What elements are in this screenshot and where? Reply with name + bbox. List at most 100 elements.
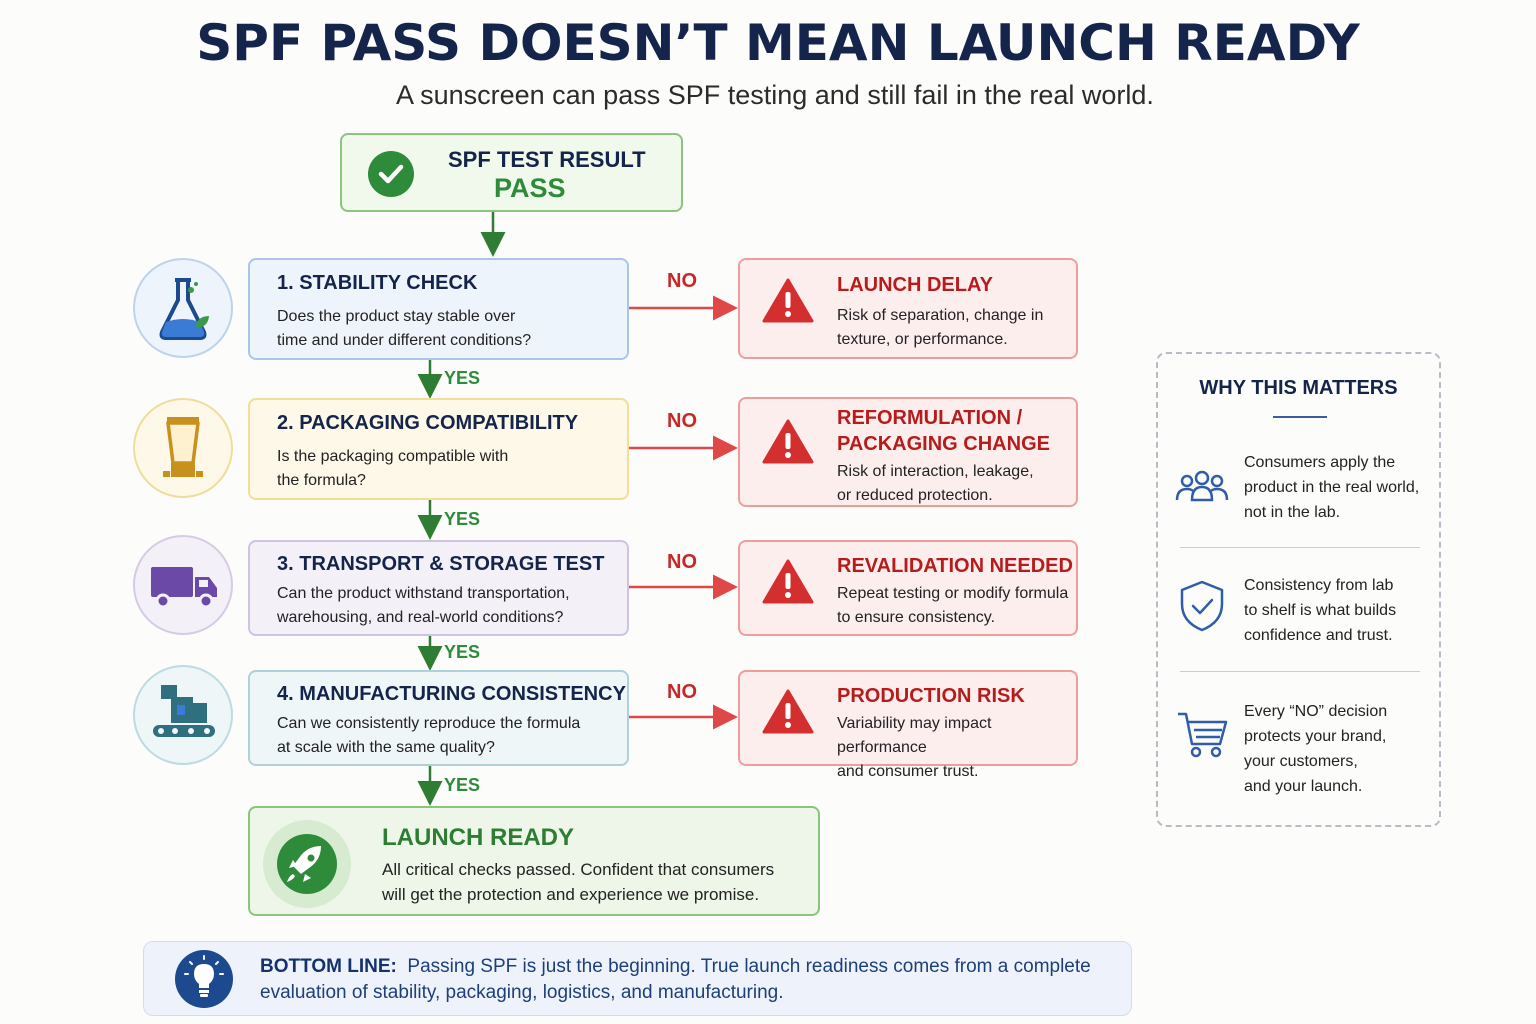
why-item-1-line-1: Consumers apply the <box>1244 454 1396 471</box>
step-1-title: 1. STABILITY CHECK <box>277 272 478 294</box>
step-3-icon-circle <box>133 535 233 635</box>
yes-label-step-3: YES <box>444 642 481 662</box>
test-result-value: PASS <box>494 173 566 203</box>
step-1-description: Does the product stay stable over time a… <box>277 305 617 353</box>
outcome-2-title-line-2: PACKAGING CHANGE <box>837 433 1050 455</box>
step-2-icon-circle <box>133 398 233 498</box>
outcome-1-description: Risk of separation, change in texture, o… <box>837 304 1073 352</box>
step-1-desc-line-1: Does the product stay stable over <box>277 308 516 325</box>
outcome-2-desc-line-2: or reduced protection. <box>837 487 993 504</box>
outcome-launch-delay: LAUNCH DELAY Risk of separation, change … <box>738 258 1078 359</box>
why-item-1-line-3: not in the lab. <box>1244 504 1341 521</box>
step-3-title: 3. TRANSPORT & STORAGE TEST <box>277 553 605 575</box>
step-1-desc-line-2: time and under different conditions? <box>277 332 532 349</box>
no-label-step-1: NO <box>667 270 697 292</box>
flask-icon <box>159 278 209 340</box>
step-4-desc-line-1: Can we consistently reproduce the formul… <box>277 715 581 732</box>
bottom-line-text-line-1: Passing SPF is just the beginning. True … <box>407 956 1091 977</box>
step-4-manufacturing-consistency: 4. MANUFACTURING CONSISTENCY Can we cons… <box>248 670 629 766</box>
step-4-icon-circle <box>133 665 233 765</box>
step-1-stability-check: 1. STABILITY CHECK Does the product stay… <box>248 258 629 360</box>
why-item-2-line-3: confidence and trust. <box>1244 627 1393 644</box>
outcome-3-desc-line-1: Repeat testing or modify formula <box>837 585 1069 602</box>
rocket-icon-circle <box>263 820 351 908</box>
why-divider-1 <box>1180 547 1420 548</box>
step-3-transport-storage-test: 3. TRANSPORT & STORAGE TEST Can the prod… <box>248 540 629 636</box>
outcome-1-desc-line-2: texture, or performance. <box>837 331 1008 348</box>
launch-ready-description: All critical checks passed. Confident th… <box>382 857 802 907</box>
why-item-3-line-4: and your launch. <box>1244 778 1363 795</box>
why-item-3-line-3: your customers, <box>1244 753 1358 770</box>
step-3-desc-line-2: warehousing, and real-world conditions? <box>277 609 564 626</box>
no-label-step-4: NO <box>667 681 697 703</box>
outcome-3-title: REVALIDATION NEEDED <box>837 553 1073 579</box>
people-icon <box>1175 470 1229 502</box>
title-underline <box>1273 416 1327 418</box>
bottom-line-first-row: BOTTOM LINE: Passing SPF is just the beg… <box>260 954 1120 980</box>
step-2-desc-line-2: the formula? <box>277 472 366 489</box>
outcome-4-description: Variability may impact performance and c… <box>837 712 1073 784</box>
outcome-2-description: Risk of interaction, leakage, or reduced… <box>837 460 1073 508</box>
test-result-label: SPF TEST RESULT <box>448 147 646 172</box>
outcome-2-title-line-1: REFORMULATION / <box>837 407 1023 429</box>
warning-icon <box>762 419 814 464</box>
step-3-desc-line-1: Can the product withstand transportation… <box>277 585 570 602</box>
outcome-2-title: REFORMULATION / PACKAGING CHANGE <box>837 405 1050 457</box>
outcome-3-description: Repeat testing or modify formula to ensu… <box>837 582 1073 630</box>
why-item-1-line-2: product in the real world, <box>1244 479 1420 496</box>
why-item-2-line-2: to shelf is what builds <box>1244 602 1397 619</box>
outcome-1-desc-line-1: Risk of separation, change in <box>837 307 1044 324</box>
why-this-matters-panel: WHY THIS MATTERS Consumers apply the pro… <box>1156 352 1441 827</box>
step-1-icon-circle <box>133 258 233 358</box>
why-item-3: Every “NO” decision protects your brand,… <box>1244 699 1434 799</box>
outcome-2-desc-line-1: Risk of interaction, leakage, <box>837 463 1034 480</box>
outcome-4-desc-line-1: Variability may impact performance <box>837 715 992 756</box>
yes-label-step-2: YES <box>444 509 481 529</box>
outcome-1-title: LAUNCH DELAY <box>837 272 993 298</box>
launch-ready-box: LAUNCH READY All critical checks passed.… <box>248 806 820 916</box>
spf-test-result-box: SPF TEST RESULT PASS <box>340 133 683 212</box>
outcome-production-risk: PRODUCTION RISK Variability may impact p… <box>738 670 1078 780</box>
step-2-description: Is the packaging compatible with the for… <box>277 445 617 493</box>
factory-conveyor-icon <box>153 685 215 737</box>
cart-icon <box>1178 712 1228 758</box>
check-circle-icon <box>368 151 414 197</box>
outcome-4-title: PRODUCTION RISK <box>837 683 1025 709</box>
step-4-desc-line-2: at scale with the same quality? <box>277 739 495 756</box>
outcome-4-desc-line-2: and consumer trust. <box>837 763 979 780</box>
page-title: SPF PASS DOESN’T MEAN LAUNCH READY <box>196 14 1360 72</box>
step-2-desc-line-1: Is the packaging compatible with <box>277 448 509 465</box>
outcome-revalidation-needed: REVALIDATION NEEDED Repeat testing or mo… <box>738 540 1078 636</box>
step-3-description: Can the product withstand transportation… <box>277 582 617 630</box>
yes-label-step-1: YES <box>444 368 481 388</box>
warning-icon <box>762 559 814 604</box>
bottom-line-banner: BOTTOM LINE: Passing SPF is just the beg… <box>143 941 1132 1016</box>
page-subtitle: A sunscreen can pass SPF testing and sti… <box>396 80 1154 110</box>
why-item-3-line-2: protects your brand, <box>1244 728 1387 745</box>
shield-check-icon <box>1180 580 1224 632</box>
step-2-packaging-compatibility: 2. PACKAGING COMPATIBILITY Is the packag… <box>248 398 629 500</box>
lightbulb-icon-circle <box>175 950 233 1008</box>
bottom-line-label: BOTTOM LINE: <box>260 956 397 977</box>
tube-icon <box>163 417 203 477</box>
no-label-step-2: NO <box>667 410 697 432</box>
step-4-title: 4. MANUFACTURING CONSISTENCY <box>277 683 626 705</box>
step-2-title: 2. PACKAGING COMPATIBILITY <box>277 412 579 434</box>
why-divider-2 <box>1180 671 1420 672</box>
outcome-3-desc-line-2: to ensure consistency. <box>837 609 996 626</box>
truck-icon <box>151 567 217 609</box>
rocket-icon <box>277 834 337 894</box>
no-label-step-3: NO <box>667 551 697 573</box>
why-item-2: Consistency from lab to shelf is what bu… <box>1244 573 1434 648</box>
why-item-2-line-1: Consistency from lab <box>1244 577 1394 594</box>
why-item-1: Consumers apply the product in the real … <box>1244 450 1434 525</box>
outcome-4-title-line-1: PRODUCTION RISK <box>837 685 1025 707</box>
outcome-3-title-line-1: REVALIDATION NEEDED <box>837 555 1073 577</box>
launch-ready-desc-line-1: All critical checks passed. Confident th… <box>382 860 775 879</box>
step-4-description: Can we consistently reproduce the formul… <box>277 712 617 760</box>
warning-icon <box>762 689 814 734</box>
why-panel-title: WHY THIS MATTERS <box>1199 377 1398 399</box>
warning-icon <box>762 278 814 323</box>
outcome-1-title-line-1: LAUNCH DELAY <box>837 274 993 296</box>
